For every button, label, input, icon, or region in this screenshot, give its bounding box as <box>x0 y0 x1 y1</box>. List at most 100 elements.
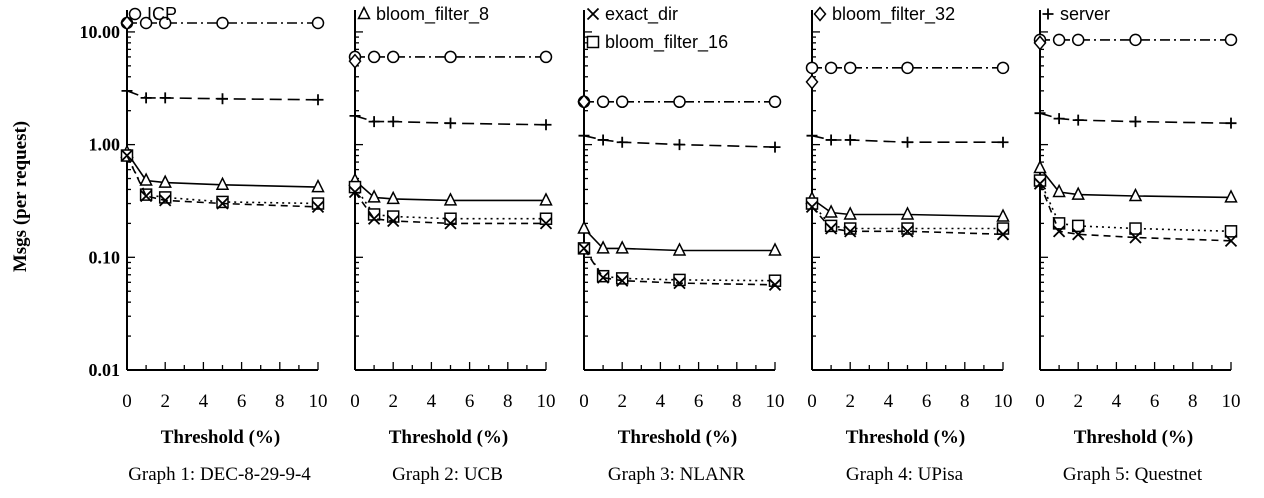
point-plus-marker <box>997 136 1009 148</box>
point-x-marker <box>216 197 229 210</box>
series-bloom-filter-32 <box>577 94 591 110</box>
legend-entry: server <box>1042 4 1110 24</box>
point-diamond-marker <box>348 53 362 69</box>
point-plus-marker <box>445 117 456 129</box>
y-tick-label: 0.10 <box>89 247 121 267</box>
series-ICP <box>1033 33 1238 47</box>
point-circle-marker <box>216 16 229 30</box>
series-ICP <box>577 95 782 109</box>
panel-caption: Graph 4: UPisa <box>846 464 964 485</box>
y-tick-label: 10.00 <box>80 22 121 42</box>
point-triangle-marker <box>900 206 915 220</box>
point-plus-marker <box>159 92 171 104</box>
panel-5: 0 2 4 6 8 10 Threshold (%) Graph 5: Questnet <box>1033 10 1241 485</box>
point-x-marker <box>444 217 457 230</box>
x-tick-label: 0 <box>1035 391 1045 412</box>
point-x-marker <box>139 189 153 203</box>
point-circle-marker <box>843 61 857 75</box>
x-axis-label: Threshold (%) <box>1074 427 1193 448</box>
x-tick-label: 0 <box>807 391 817 412</box>
point-circle-marker <box>367 50 381 64</box>
point-square-marker <box>673 273 686 287</box>
point-x-marker <box>159 194 172 207</box>
x-tick-label: 0 <box>579 391 589 412</box>
point-circle-marker <box>1071 33 1085 47</box>
point-x-marker <box>1033 177 1047 190</box>
point-plus-marker <box>312 94 324 106</box>
series-ICP <box>120 16 325 30</box>
point-circle-marker <box>673 95 686 109</box>
point-plus-marker <box>844 134 856 146</box>
legend-label: bloom_filter_32 <box>832 4 955 25</box>
point-x-marker <box>616 274 629 287</box>
legend-entry: bloom_filter_8 <box>357 4 489 25</box>
series-server <box>806 130 1009 148</box>
x-tick-label: 10 <box>309 391 328 412</box>
series-bloom-filter-16 <box>805 197 1010 235</box>
series-exact-dir <box>805 200 1010 241</box>
point-circle-marker <box>139 16 153 30</box>
series-bloom-filter-8 <box>348 172 553 206</box>
legend-diamond-marker <box>813 6 827 22</box>
panel-caption: Graph 3: NLANR <box>608 464 746 485</box>
y-tick-label: 1.00 <box>89 135 121 155</box>
point-x-marker <box>577 242 591 255</box>
point-x-marker <box>311 200 325 214</box>
series-exact-dir <box>348 185 553 230</box>
point-plus-marker <box>1072 114 1084 126</box>
point-x-marker <box>1052 225 1066 238</box>
point-plus-marker <box>769 141 781 153</box>
point-triangle-marker <box>539 192 553 206</box>
panel-4: 0 2 4 6 8 10 Threshold (%) Graph 4: UPisa <box>805 10 1013 485</box>
point-triangle-marker <box>1052 183 1066 198</box>
x-tick-label: 6 <box>694 391 704 412</box>
series-exact-dir <box>1033 177 1238 247</box>
series-server <box>578 130 781 153</box>
point-x-marker <box>367 212 381 225</box>
panel-1: 0 2 4 6 8 10 Threshold (%) Graph 1: DEC-8-29-9-… <box>120 10 328 485</box>
x-axis-label: Threshold (%) <box>389 427 508 448</box>
series-ICP <box>348 50 553 64</box>
x-tick-label: 0 <box>122 391 132 412</box>
point-x-marker <box>1072 228 1085 241</box>
point-x-marker <box>824 222 838 235</box>
point-square-marker <box>1052 217 1066 230</box>
point-circle-marker <box>615 95 629 109</box>
point-plus-marker <box>616 136 628 148</box>
series-bloom-filter-32 <box>1033 35 1047 51</box>
legend-label: bloom_filter_8 <box>376 4 489 25</box>
panel-3: 0 2 4 6 8 10 Threshold (%) Graph 3: NLANR <box>577 10 785 485</box>
point-triangle-marker <box>996 208 1010 222</box>
point-circle-marker <box>158 16 172 30</box>
x-tick-label: 8 <box>960 391 970 412</box>
point-x-marker <box>539 217 553 230</box>
point-square-marker <box>901 222 914 235</box>
point-circle-marker <box>824 61 838 75</box>
point-triangle-marker <box>768 242 782 256</box>
point-x-marker <box>1129 231 1142 244</box>
legend-square-marker <box>586 35 600 49</box>
point-diamond-marker <box>577 94 591 110</box>
point-plus-marker <box>1034 107 1046 119</box>
point-square-marker <box>996 222 1010 235</box>
x-axis-label: Threshold (%) <box>846 427 965 448</box>
point-circle-marker <box>901 61 914 75</box>
legend-entry: ICP <box>128 4 177 24</box>
series-bloom-filter-8 <box>120 144 325 193</box>
point-triangle-marker <box>1224 189 1238 203</box>
series-bloom-filter-32 <box>805 74 819 90</box>
y-tick-label: 0.01 <box>89 360 121 380</box>
point-circle-marker <box>805 61 819 75</box>
point-triangle-marker <box>367 189 381 203</box>
point-circle-marker <box>996 61 1010 75</box>
point-x-marker <box>1224 234 1238 247</box>
legend-circle-marker <box>128 7 142 21</box>
legend-entry: bloom_filter_32 <box>813 4 955 25</box>
point-plus-marker <box>806 130 818 142</box>
x-tick-label: 6 <box>922 391 932 412</box>
series-exact-dir <box>120 149 325 214</box>
x-tick-label: 6 <box>465 391 475 412</box>
series-server <box>1034 107 1237 129</box>
point-triangle-marker <box>311 178 325 193</box>
series-bloom-filter-16 <box>1033 174 1238 238</box>
